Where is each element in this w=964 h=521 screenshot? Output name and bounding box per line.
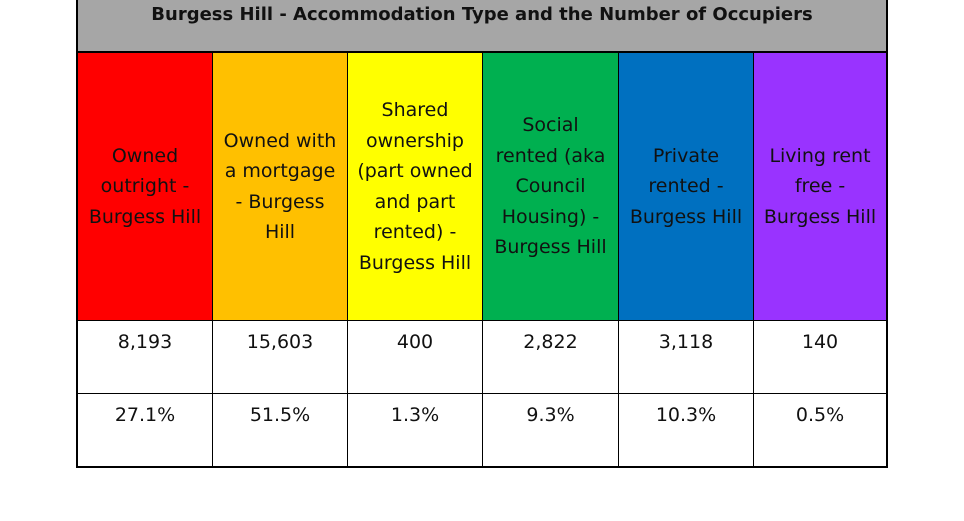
header-owned-mortgage: Owned with a mortgage - Burgess Hill (213, 53, 348, 320)
count-cell: 140 (801, 331, 839, 353)
percent-cell: 0.5% (795, 404, 845, 426)
accommodation-table: Burgess Hill - Accommodation Type and th… (76, 0, 888, 468)
count-cell: 2,822 (483, 321, 619, 393)
percent-cell: 51.5% (213, 394, 348, 466)
percent-row: 27.1% 51.5% 1.3% 9.3% 10.3% 0.5% (78, 393, 886, 466)
header-private-rented: Private rented - Burgess Hill (619, 53, 754, 320)
header-owned-outright: Owned outright - Burgess Hill (78, 53, 213, 320)
count-cell: 3,118 (619, 321, 754, 393)
header-living-rent-free: Living rent free - Burgess Hill (754, 53, 886, 320)
header-social-rented: Social rented (aka Council Housing) - Bu… (483, 53, 619, 320)
percent-cell: 1.3% (348, 394, 483, 466)
count-cell: 8,193 (78, 321, 213, 393)
percent-cell: 10.3% (619, 394, 754, 466)
percent-cell: 27.1% (78, 394, 213, 466)
table-title-row: Burgess Hill - Accommodation Type and th… (78, 0, 886, 53)
percent-cell: 9.3% (483, 394, 619, 466)
count-cell: 15,603 (213, 321, 348, 393)
table-title: Burgess Hill - Accommodation Type and th… (151, 4, 813, 25)
count-row: 8,193 15,603 400 2,822 3,118 140 (78, 320, 886, 393)
count-cell: 400 (348, 321, 483, 393)
header-shared-ownership: Shared ownership (part owned and part re… (348, 53, 483, 320)
header-row: Owned outright - Burgess Hill Owned with… (78, 53, 886, 320)
